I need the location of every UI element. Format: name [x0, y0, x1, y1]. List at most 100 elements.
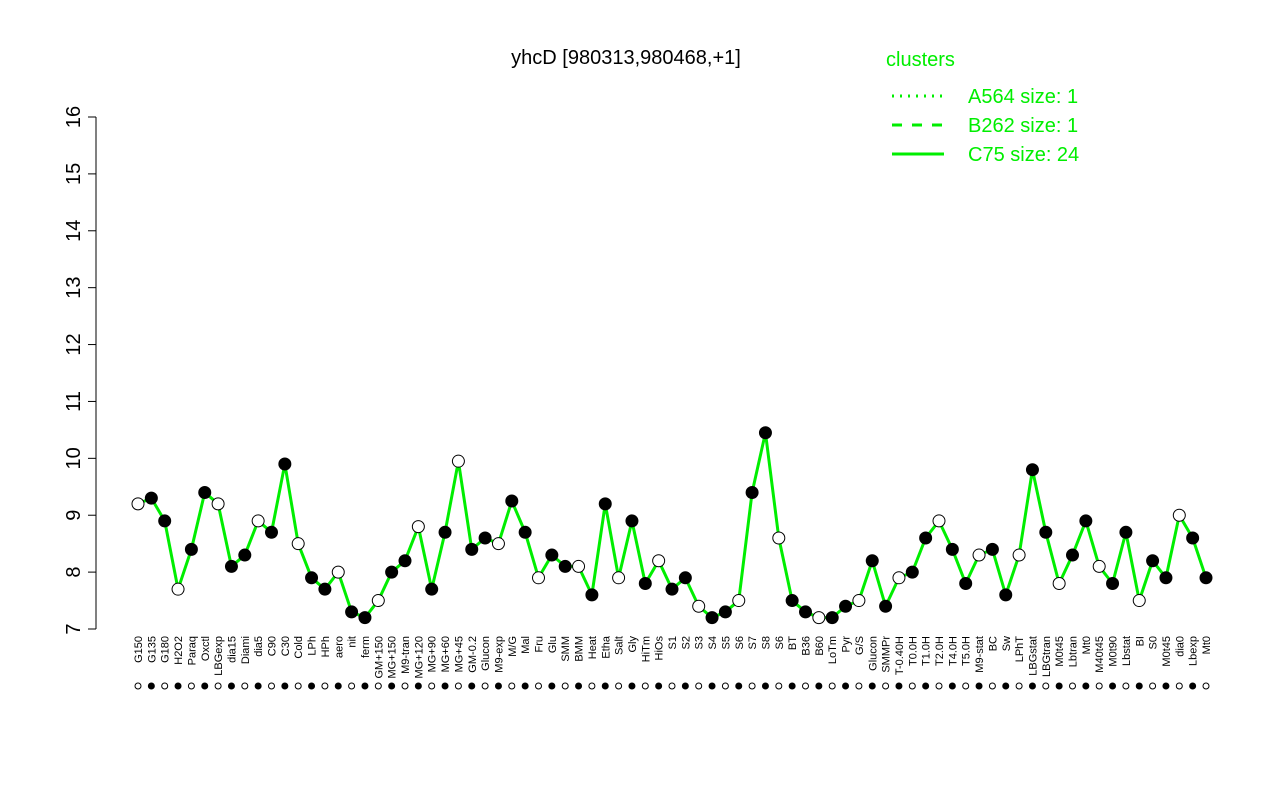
x-tick-label: Gly	[627, 636, 639, 653]
point	[905, 565, 919, 579]
rug	[721, 682, 729, 690]
point	[1079, 514, 1093, 528]
rug	[935, 682, 943, 690]
x-tick-label: Lbtran	[1068, 636, 1080, 667]
rug	[401, 682, 409, 690]
rug	[855, 682, 863, 690]
rug	[361, 682, 369, 690]
rug	[174, 682, 182, 690]
rug	[908, 682, 916, 690]
x-tick-label: MG+150	[387, 636, 399, 679]
point	[1025, 463, 1039, 477]
x-tick-label: T1.0H	[921, 636, 933, 666]
point	[772, 531, 786, 545]
point	[505, 494, 519, 508]
rug	[561, 682, 569, 690]
rug	[735, 682, 743, 690]
x-tick-label: B36	[801, 636, 813, 656]
point	[732, 594, 746, 608]
point	[852, 594, 866, 608]
rug	[348, 682, 356, 690]
point	[999, 588, 1013, 602]
x-tick-label: C90	[267, 636, 279, 656]
x-tick-label: BMM	[574, 636, 586, 662]
point	[265, 525, 278, 539]
rug	[1122, 682, 1130, 690]
point	[425, 582, 439, 596]
point	[224, 559, 238, 573]
rug	[428, 682, 436, 690]
x-tick-label: MG+120	[413, 636, 425, 679]
y-tick-label: 12	[63, 333, 85, 355]
point	[451, 454, 465, 468]
point	[491, 537, 505, 551]
x-tick-label: M/G	[507, 636, 519, 657]
x-tick-label: S7	[747, 636, 759, 649]
x-tick-label: M40t45	[1094, 636, 1106, 673]
point	[799, 605, 812, 619]
x-tick-label: M0t45	[1054, 636, 1066, 667]
x-tick-label: MG+60	[440, 636, 452, 672]
x-tick-label: SMMPr	[881, 636, 893, 673]
point	[678, 571, 692, 585]
rug	[1095, 682, 1103, 690]
point	[411, 520, 425, 534]
x-tick-label: BT	[787, 636, 799, 650]
x-tick-label: Glu	[547, 636, 559, 653]
x-tick-label: B60	[814, 636, 826, 656]
point	[692, 599, 706, 613]
point	[198, 485, 212, 499]
x-tick-label: Pyr	[841, 636, 853, 653]
x-tick-label: Cold	[293, 636, 305, 659]
rug	[508, 682, 516, 690]
point	[438, 525, 452, 539]
x-tick-label: T2.0H	[934, 636, 946, 666]
point	[558, 559, 572, 573]
point	[345, 605, 359, 619]
point	[785, 594, 799, 608]
x-tick-label: M9-stat	[974, 636, 986, 673]
point	[665, 582, 679, 596]
rug	[828, 682, 836, 690]
rug	[468, 682, 476, 690]
x-tick-label: dia15	[226, 636, 238, 663]
point	[985, 542, 999, 556]
point	[184, 542, 198, 556]
point	[158, 514, 172, 528]
rug	[1082, 682, 1090, 690]
rug	[494, 682, 502, 690]
point	[211, 497, 225, 511]
x-tick-label: G/S	[854, 636, 866, 655]
rug	[535, 682, 542, 690]
point	[1159, 571, 1173, 585]
rug	[548, 682, 556, 690]
rug	[868, 682, 876, 690]
x-tick-label: T4.0H	[947, 636, 959, 666]
rug	[294, 682, 302, 690]
x-tick-label: S2	[680, 636, 692, 649]
x-tick-label: Mt0	[1081, 636, 1093, 654]
point	[1172, 508, 1186, 522]
x-tick-label: HiOs	[654, 636, 666, 661]
point	[518, 525, 532, 539]
rug	[1015, 682, 1023, 690]
rug	[882, 682, 890, 690]
point	[398, 554, 412, 568]
rug	[1202, 682, 1210, 690]
point	[705, 611, 719, 625]
point	[305, 571, 319, 585]
rug	[454, 682, 462, 690]
rug	[147, 682, 155, 690]
rug	[1189, 682, 1197, 690]
x-tick-label: LBGexp	[213, 636, 225, 676]
rug	[615, 682, 623, 690]
point	[1186, 531, 1200, 545]
rug	[374, 682, 382, 690]
rug	[1175, 682, 1183, 690]
x-tick-label: Lbstat	[1121, 636, 1133, 666]
rug	[481, 682, 489, 690]
point	[812, 611, 826, 625]
rug	[1135, 682, 1143, 690]
point	[465, 542, 479, 556]
point	[478, 531, 492, 545]
